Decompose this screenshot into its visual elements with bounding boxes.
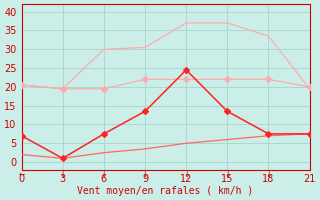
Text: ↓: ↓ [183,170,189,179]
Text: ←: ← [18,170,25,179]
Text: ↓: ↓ [60,170,66,179]
Text: ↓: ↓ [265,170,272,179]
X-axis label: Vent moyen/en rafales ( km/h ): Vent moyen/en rafales ( km/h ) [77,186,254,196]
Text: ↓: ↓ [224,170,230,179]
Text: ↓: ↓ [142,170,148,179]
Text: ↓: ↓ [101,170,107,179]
